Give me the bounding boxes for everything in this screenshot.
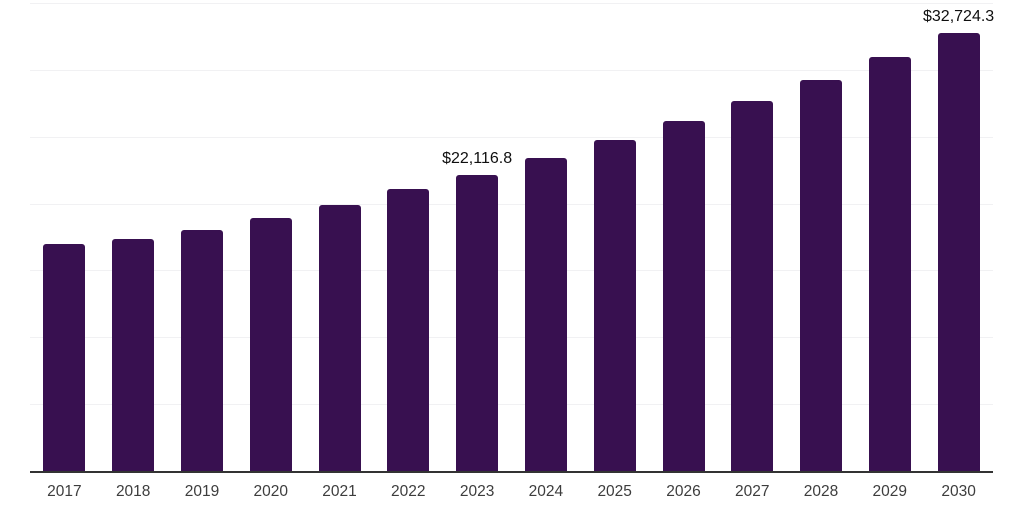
bar-2027 [731,101,774,471]
x-tick-2023: 2023 [459,483,495,500]
bar-2019 [181,230,223,471]
bar-2017 [43,244,86,471]
x-tick-2026: 2026 [666,483,701,500]
x-tick-2021: 2021 [322,483,357,500]
x-tick-2029: 2029 [872,483,908,500]
x-tick-2018: 2018 [115,483,151,500]
bar-2020 [249,217,292,471]
x-tick-2024: 2024 [528,483,564,500]
x-tick-2030: 2030 [941,483,976,500]
bar-2018 [112,238,155,471]
gridline-10000 [30,337,993,338]
bar-2022 [387,189,430,471]
bar-2030 [937,33,980,471]
bar-2028 [800,79,842,471]
gridline-30000 [30,70,993,71]
x-tick-2017: 2017 [47,483,82,500]
gridline-25000 [30,137,993,138]
data-label-2023: $22,116.8 [442,150,513,168]
x-tick-2019: 2019 [184,483,220,500]
bar-2026 [662,121,705,471]
bar-2025 [593,140,636,471]
gridline-15000 [30,270,993,271]
gridline-5000 [30,404,993,405]
gridline-35000 [30,3,993,4]
x-tick-2027: 2027 [735,483,770,500]
bar-2024 [524,158,567,471]
x-tick-2025: 2025 [597,483,632,500]
bar-2021 [318,205,361,471]
data-label-2030: $32,724.3 [923,8,995,26]
x-axis-line [30,471,993,473]
bar-2029 [868,57,911,471]
x-tick-2020: 2020 [253,483,289,500]
x-tick-2022: 2022 [391,483,426,500]
x-tick-2028: 2028 [803,483,839,500]
bar-2023 [456,175,499,471]
gridline-20000 [30,204,993,205]
